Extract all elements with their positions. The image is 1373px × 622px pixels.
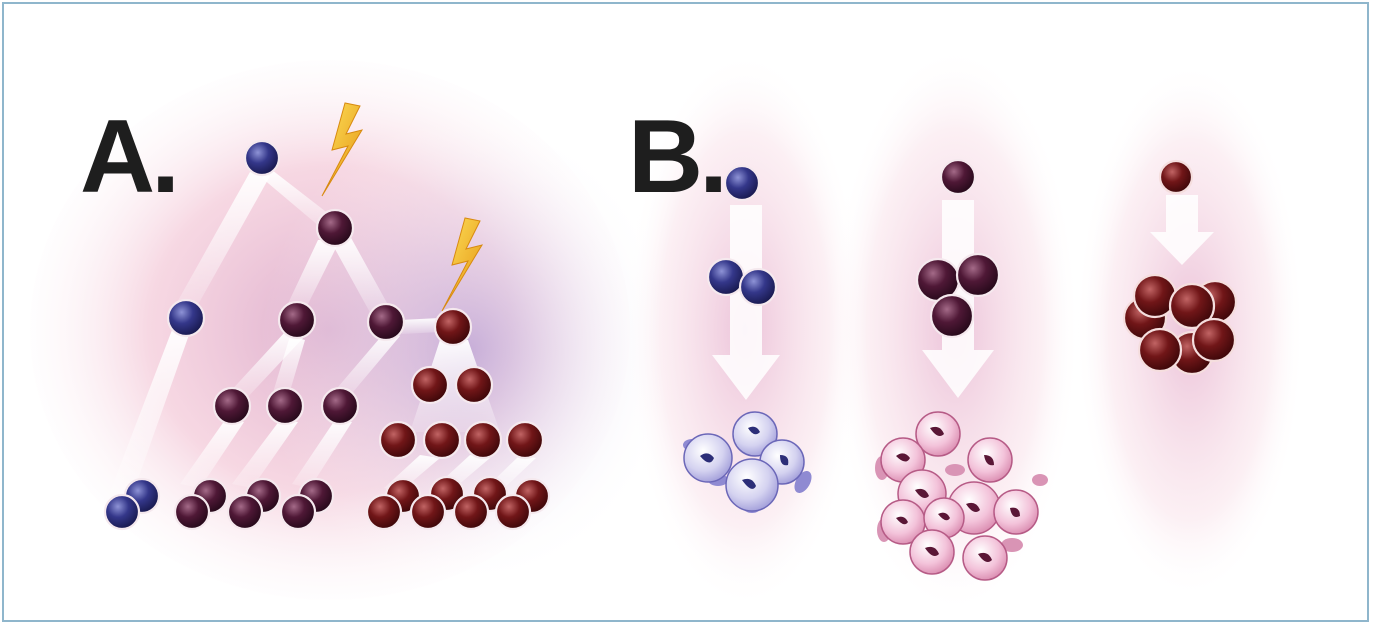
- progenitor-cell: [366, 302, 406, 342]
- stem-cell: [706, 257, 746, 297]
- arrow-down-icon: [1150, 195, 1214, 265]
- progenitor-cell: [279, 493, 317, 531]
- malignant-cell: [433, 307, 473, 347]
- malignant-cell: [1191, 317, 1237, 363]
- arrow-down-icon: [712, 205, 780, 400]
- progenitor-cell: [265, 386, 305, 426]
- stem-cell: [723, 164, 761, 202]
- stem-cell: [166, 298, 206, 338]
- stem-cell: [243, 139, 281, 177]
- malignant-cell: [378, 420, 418, 460]
- malignant-cell: [1168, 282, 1216, 330]
- panel-b-column-blue: [706, 164, 778, 307]
- panel-label-b: B.: [628, 99, 724, 215]
- panel-label-a: A.: [80, 99, 176, 215]
- progenitor-cell: [315, 208, 355, 248]
- malignant-cell: [452, 493, 490, 531]
- panel-b-column-malignant: [1122, 159, 1238, 376]
- malignant-cell: [365, 493, 403, 531]
- progenitor-cell: [929, 293, 975, 339]
- panel-a-cells: [103, 139, 551, 531]
- stem-cell: [738, 267, 778, 307]
- lightning-bolt-icon: [441, 217, 484, 312]
- stem-cell: [103, 493, 141, 531]
- malignant-cell: [1137, 327, 1183, 373]
- progenitor-cell: [173, 493, 211, 531]
- progenitor-cell: [226, 493, 264, 531]
- malignant-cell: [409, 493, 447, 531]
- malignant-cell: [505, 420, 545, 460]
- progenitor-cell: [212, 386, 252, 426]
- malignant-cell: [1158, 159, 1194, 195]
- malignant-cell: [410, 365, 450, 405]
- malignant-cell: [494, 493, 532, 531]
- differentiated-cells-blue: [683, 411, 812, 513]
- malignant-cell: [454, 365, 494, 405]
- malignant-cell: [422, 420, 462, 460]
- progenitor-cell: [939, 158, 977, 196]
- progenitor-cell: [955, 252, 1001, 298]
- lightning-bolt-icon: [321, 102, 364, 197]
- progenitor-cell: [277, 300, 317, 340]
- panel-b-column-plum: [915, 158, 1001, 339]
- progenitor-cell: [320, 386, 360, 426]
- malignant-cell: [463, 420, 503, 460]
- differentiated-cells-pink: [875, 411, 1048, 581]
- lineage-beams: [110, 170, 536, 496]
